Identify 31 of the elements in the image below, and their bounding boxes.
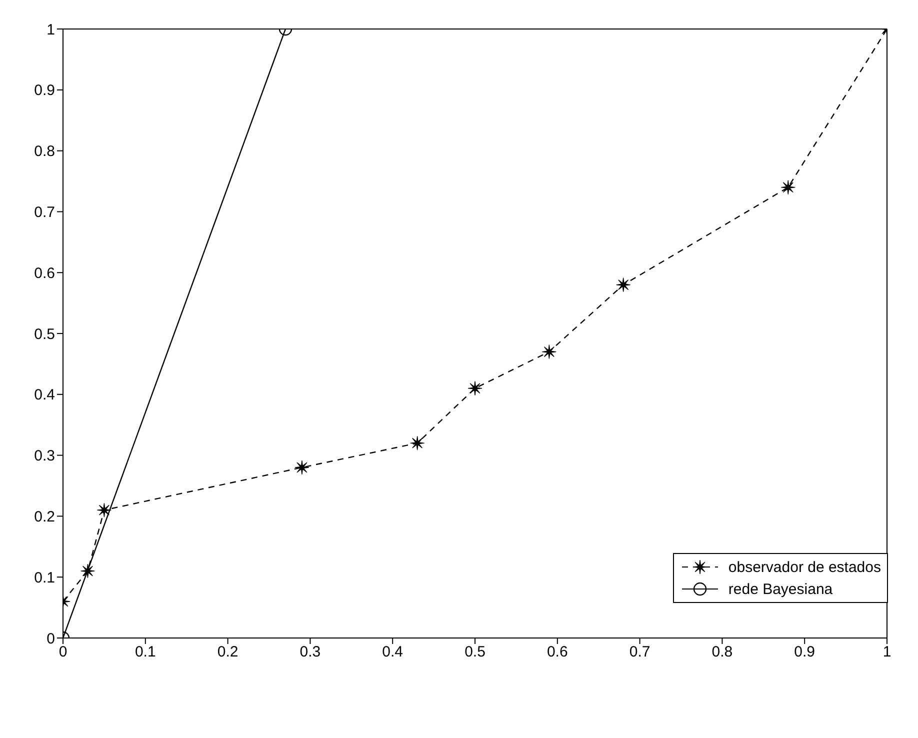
y-tick-label: 1: [46, 21, 55, 38]
y-tick-label: 0.8: [34, 143, 55, 160]
x-tick-label: 0.3: [300, 644, 321, 661]
legend-label: observador de estados: [728, 558, 881, 576]
point: [468, 381, 482, 396]
x-tick-label: 0.2: [217, 644, 238, 661]
x-tick-label: 0.5: [464, 644, 486, 661]
y-tick-label: 0.7: [34, 204, 55, 222]
y-tick-label: 0.2: [34, 508, 55, 526]
x-tick-label: 0.6: [546, 644, 568, 661]
x-tick-label: 0.4: [382, 644, 404, 661]
x-tick-label: 0: [58, 644, 68, 661]
x-tick-label: 0.8: [712, 644, 733, 661]
y-tick-label: 0.9: [34, 82, 55, 100]
y-tick-label: 0.3: [34, 448, 55, 465]
point: [616, 277, 631, 292]
y-tick-label: 0.5: [34, 326, 55, 343]
point: [542, 344, 556, 360]
point: [96, 502, 112, 518]
y-tick-label: 0.4: [34, 386, 55, 404]
point: [410, 436, 425, 450]
legend-label: rede Bayesiana: [728, 580, 833, 598]
y-tick-label: 0: [46, 630, 55, 648]
x-tick-label: 0.7: [629, 644, 650, 661]
y-tick-label: 0.1: [34, 569, 55, 586]
x-tick-label: 0.1: [134, 644, 156, 661]
x-tick-label: 0.9: [794, 644, 816, 661]
x-tick-label: 1: [882, 644, 892, 661]
point: [80, 564, 96, 578]
point: [294, 460, 310, 475]
y-tick-label: 0.6: [34, 264, 55, 282]
